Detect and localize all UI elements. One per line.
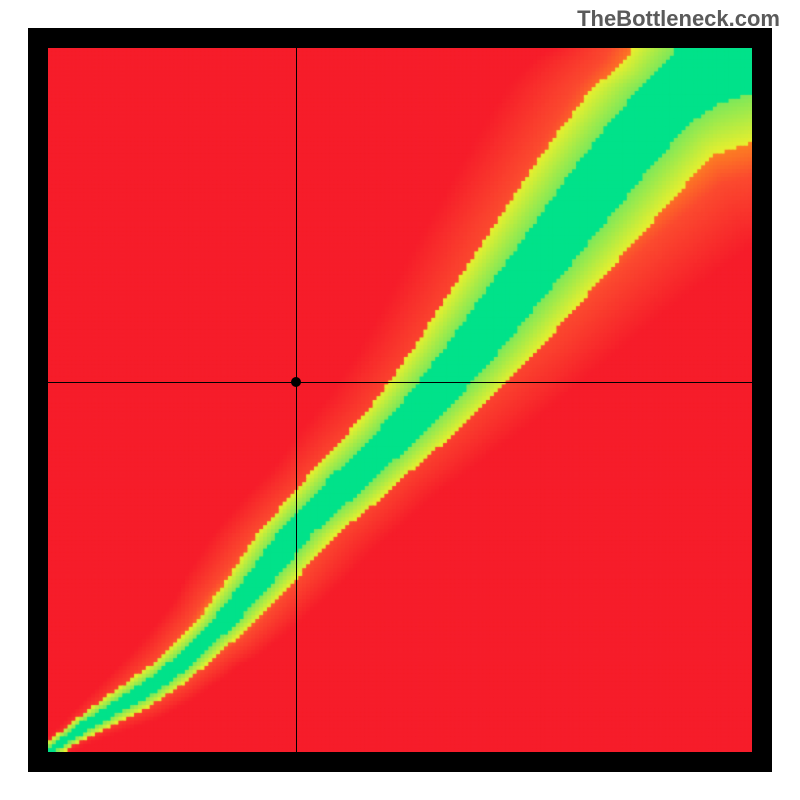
chart-container: TheBottleneck.com (0, 0, 800, 800)
watermark-text: TheBottleneck.com (577, 6, 780, 32)
crosshair-horizontal (48, 382, 752, 383)
crosshair-marker (291, 377, 301, 387)
plot-outer-frame (28, 28, 772, 772)
crosshair-vertical (296, 48, 297, 752)
heatmap-canvas (48, 48, 752, 752)
plot-area (48, 48, 752, 752)
